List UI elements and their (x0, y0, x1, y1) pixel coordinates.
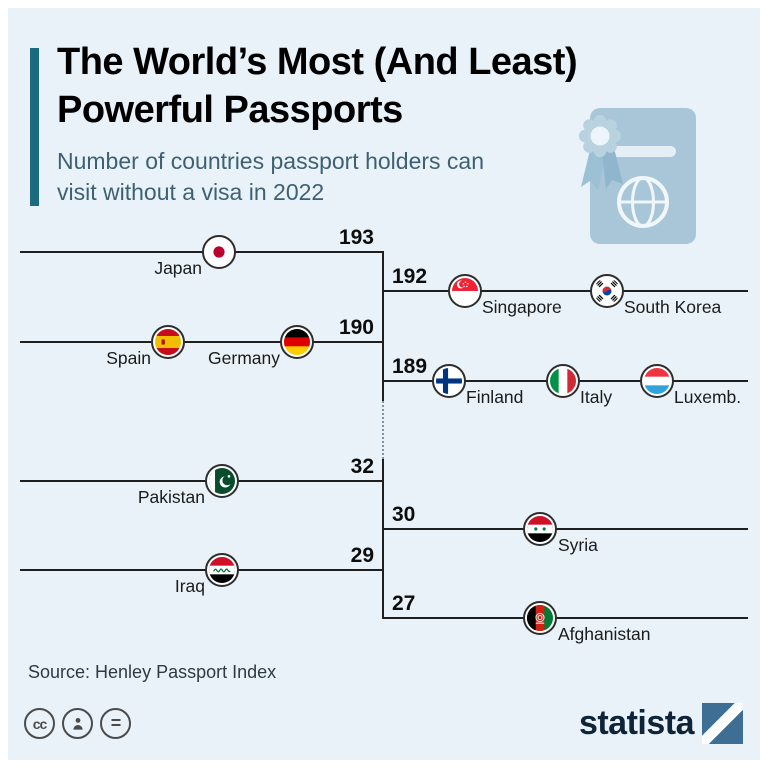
syria-flag-icon (523, 512, 557, 546)
row-line (20, 251, 383, 253)
chart-spine-break (382, 401, 384, 459)
row-line (20, 341, 383, 343)
statista-logo-icon (702, 703, 743, 744)
finland-flag-icon (432, 364, 466, 398)
row-line (383, 617, 748, 619)
nd-icon-label: = (110, 713, 121, 733)
row-value: 193 (338, 226, 374, 249)
chart-spine-top (382, 251, 384, 401)
row-value: 192 (392, 265, 428, 288)
country-label: Luxemb. (674, 387, 742, 407)
country-label: Afghanistan (558, 624, 651, 644)
country-label: Italy (580, 387, 613, 407)
germany-flag-icon (280, 325, 314, 359)
title-accent-bar (30, 48, 39, 206)
afghanistan-flag-icon (523, 601, 557, 635)
japan-flag-icon (202, 235, 236, 269)
no-derivatives-icon: = (100, 708, 131, 739)
row-value: 30 (392, 503, 416, 526)
row-line (383, 528, 748, 530)
country-label: South Korea (624, 297, 722, 317)
country-label: Iraq (174, 576, 205, 596)
row-value: 27 (392, 592, 416, 615)
page-subtitle: Number of countries passport holders can… (57, 148, 484, 205)
row-line (20, 480, 383, 482)
south-korea-flag-icon (590, 274, 624, 308)
spain-flag-icon (151, 325, 185, 359)
title-line-2: Powerful Passports (57, 89, 403, 131)
row-value: 189 (392, 355, 428, 378)
passport-award-icon (540, 90, 715, 250)
cc-icon: cc (24, 708, 55, 739)
page-title: The World’s Most (And Least) Powerful Pa… (57, 38, 578, 134)
source-note: Source: Henley Passport Index (28, 662, 277, 682)
attribution-icon (62, 708, 93, 739)
statista-logo-text: statista (578, 704, 695, 742)
country-label: Syria (558, 535, 598, 555)
cc-icon-label: cc (32, 715, 48, 732)
luxembourg-flag-icon (640, 364, 674, 398)
country-label: Pakistan (137, 487, 205, 507)
country-label: Spain (106, 348, 151, 368)
row-value: 29 (350, 544, 374, 567)
row-line (383, 290, 748, 292)
row-value: 32 (350, 455, 374, 478)
singapore-flag-icon (448, 274, 482, 308)
row-value: 190 (338, 316, 374, 339)
row-line (20, 569, 383, 571)
title-line-1: The World’s Most (And Least) (57, 41, 578, 83)
country-label: Singapore (482, 297, 562, 317)
iraq-flag-icon (205, 553, 239, 587)
chart-spine-bottom (382, 459, 384, 619)
pakistan-flag-icon (205, 464, 239, 498)
country-label: Germany (208, 348, 280, 368)
italy-flag-icon (546, 364, 580, 398)
country-label: Finland (466, 387, 524, 407)
country-label: Japan (154, 258, 202, 278)
